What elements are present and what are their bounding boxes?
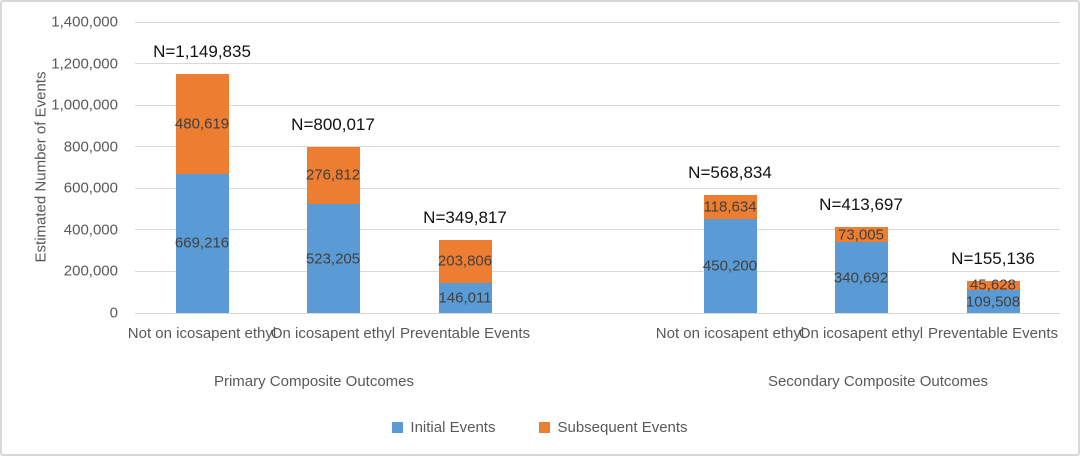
data-label-initial-events: 109,508	[965, 293, 1021, 311]
gridline	[135, 21, 1060, 23]
data-label-initial-events: 523,205	[305, 250, 361, 268]
gridline	[135, 312, 1060, 314]
bar-total-label: N=568,834	[688, 162, 772, 182]
group-label: Primary Composite Outcomes	[213, 373, 415, 390]
data-label-initial-events: 146,011	[438, 289, 492, 307]
bar-segment-initial-events	[438, 282, 492, 313]
y-axis-tick-label: 400,000	[63, 221, 118, 239]
bar-segment-subsequent-events	[966, 280, 1020, 291]
data-label-subsequent-events: 118,634	[703, 198, 757, 216]
data-label-subsequent-events: 73,005	[838, 226, 884, 244]
category-label: Preventable Events	[399, 325, 531, 342]
data-label-initial-events: 669,216	[174, 234, 230, 252]
data-label-subsequent-events: 480,619	[174, 115, 230, 133]
y-axis-tick-label: 1,000,000	[51, 96, 118, 114]
legend-label: Subsequent Events	[557, 419, 688, 436]
legend: Initial Events Subsequent Events	[2, 419, 1078, 436]
bar-total-label: N=155,136	[951, 248, 1035, 268]
gridline	[135, 104, 1060, 106]
bar-segment-subsequent-events	[703, 194, 757, 220]
data-label-subsequent-events: 45,628	[970, 276, 1016, 294]
bar-total-label: N=413,697	[819, 195, 903, 214]
gridline	[135, 270, 1060, 272]
category-label: Not on icosapent ethyl	[655, 325, 805, 342]
bar-segment-initial-events	[966, 290, 1020, 313]
y-axis-tick-label: 1,200,000	[51, 55, 118, 73]
category-label: On icosapent ethyl	[798, 325, 924, 342]
legend-swatch-icon	[392, 422, 404, 433]
bar-segment-subsequent-events	[438, 240, 492, 283]
bar-total-label: N=800,017	[291, 114, 375, 134]
group-label: Secondary Composite Outcomes	[767, 373, 989, 390]
category-label: Preventable Events	[927, 325, 1059, 342]
legend-label: Initial Events	[410, 419, 496, 436]
bar-segment-initial-events	[306, 204, 360, 313]
bar-segment-initial-events	[175, 173, 229, 313]
category-label: On icosapent ethyl	[270, 325, 396, 342]
data-label-initial-events: 340,692	[833, 269, 889, 287]
bar-total-label: N=1,149,835	[153, 41, 251, 61]
y-axis-tick-label: 0	[109, 304, 118, 322]
y-axis-tick-label: 1,400,000	[51, 13, 118, 31]
bar-segment-initial-events	[834, 242, 888, 313]
legend-item-subsequent-events: Subsequent Events	[539, 419, 688, 436]
gridline	[135, 187, 1060, 189]
y-axis-tick-label: 200,000	[63, 262, 118, 280]
category-label: Not on icosapent ethyl	[127, 325, 277, 342]
data-label-subsequent-events: 203,806	[437, 252, 493, 270]
bar-segment-subsequent-events	[175, 73, 229, 174]
bar-segment-initial-events	[703, 219, 757, 313]
data-label-subsequent-events: 276,812	[305, 166, 361, 184]
bar-segment-subsequent-events	[834, 227, 888, 243]
legend-item-initial-events: Initial Events	[392, 419, 495, 436]
y-axis-tick-label: 800,000	[63, 138, 118, 156]
y-axis-tick-label: 600,000	[63, 179, 118, 197]
legend-swatch-icon	[539, 422, 551, 433]
bar-total-label: N=349,817	[423, 208, 507, 228]
gridline	[135, 229, 1060, 231]
bar-segment-subsequent-events	[306, 146, 360, 205]
gridline	[135, 63, 1060, 65]
gridline	[135, 146, 1060, 148]
data-label-initial-events: 450,200	[702, 257, 758, 275]
